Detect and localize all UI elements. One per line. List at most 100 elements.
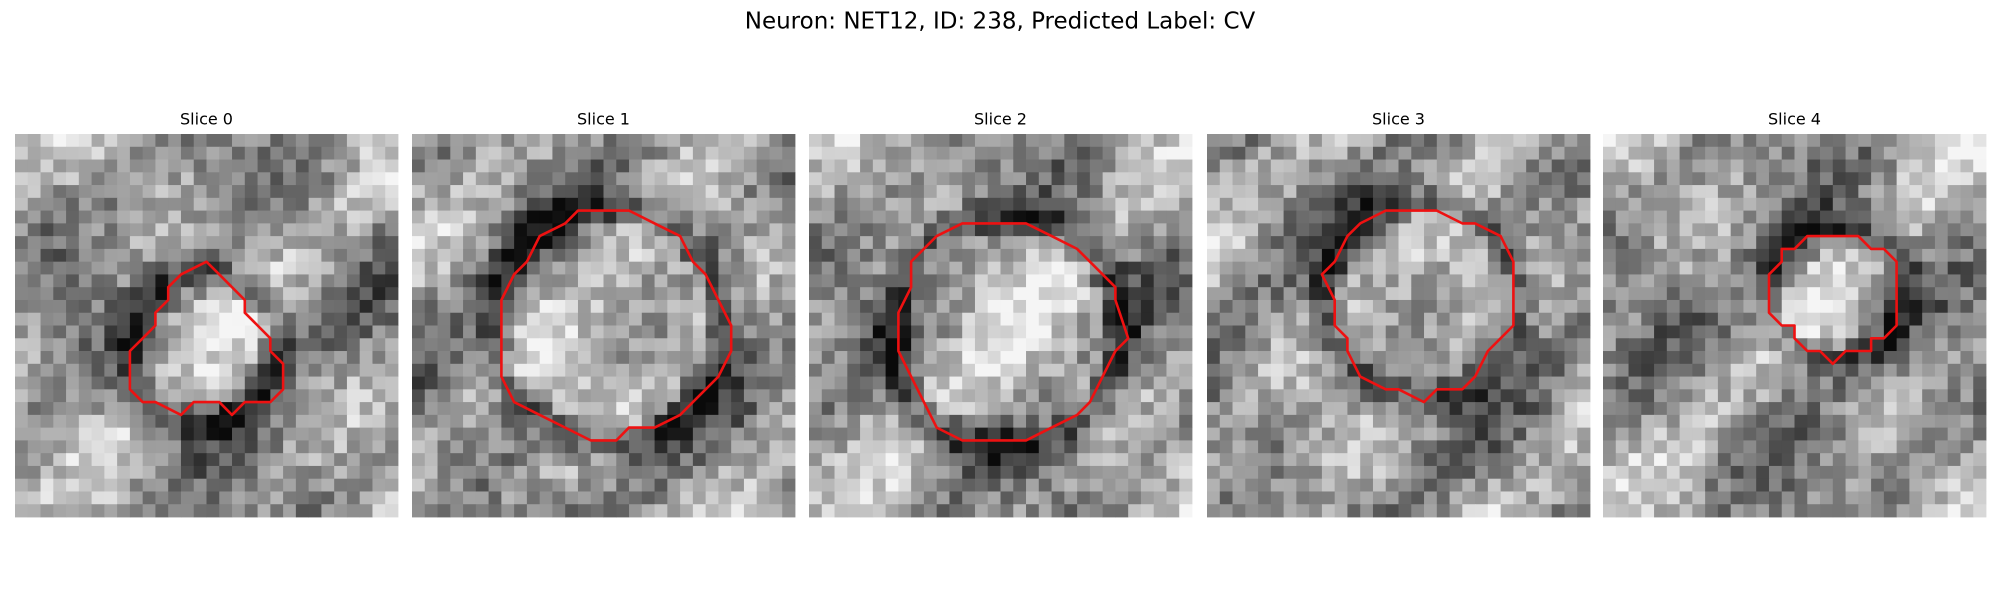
pixel <box>1615 465 1629 480</box>
pixel <box>66 223 80 237</box>
pixel <box>1385 402 1399 416</box>
pixel <box>1845 134 1859 148</box>
pixel <box>117 185 131 199</box>
pixel <box>1947 338 1961 352</box>
pixel <box>1538 453 1553 467</box>
pixel <box>847 134 861 148</box>
pixel <box>1960 504 1974 518</box>
pixel <box>860 134 874 148</box>
pixel <box>1934 453 1949 467</box>
pixel <box>1296 363 1310 377</box>
pixel <box>1385 185 1399 199</box>
pixel <box>1666 440 1680 454</box>
pixel <box>1232 287 1246 301</box>
pixel <box>680 197 694 211</box>
pixel <box>27 248 41 263</box>
pixel <box>1424 491 1438 505</box>
pixel <box>1896 159 1910 173</box>
pixel <box>1564 363 1578 377</box>
pixel <box>949 465 963 480</box>
pixel <box>1309 363 1323 377</box>
pixel <box>206 299 220 314</box>
pixel <box>782 146 796 160</box>
pixel <box>1922 248 1936 263</box>
pixel <box>1411 248 1425 263</box>
pixel <box>1321 134 1336 148</box>
pixel <box>834 402 848 416</box>
pixel <box>1372 159 1387 173</box>
pixel <box>1372 261 1387 275</box>
pixel <box>1973 299 1987 314</box>
pixel <box>743 440 758 454</box>
pixel <box>847 465 861 480</box>
pixel <box>1679 453 1693 467</box>
pixel <box>424 478 438 492</box>
pixel <box>359 453 373 467</box>
pixel <box>232 338 246 352</box>
pixel <box>1654 453 1668 467</box>
pixel <box>539 312 553 326</box>
pixel <box>1896 351 1910 365</box>
pixel <box>1089 299 1104 314</box>
pixel <box>1820 248 1834 263</box>
pixel <box>1013 376 1027 390</box>
pixel <box>1794 376 1808 390</box>
pixel <box>1372 427 1387 441</box>
pixel <box>1526 134 1540 148</box>
pixel <box>718 427 732 441</box>
pixel <box>1794 414 1808 429</box>
pixel <box>1115 223 1129 237</box>
pixel <box>1296 236 1310 250</box>
pixel <box>1153 325 1167 339</box>
pixel <box>1628 134 1642 148</box>
pixel <box>1513 197 1527 211</box>
pixel <box>1064 223 1078 237</box>
pixel <box>962 338 976 352</box>
pixel <box>603 351 617 365</box>
pixel <box>142 491 156 505</box>
pixel <box>180 427 195 441</box>
pixel <box>78 465 92 480</box>
pixel <box>987 185 1001 199</box>
pixel <box>1807 159 1821 173</box>
pixel <box>1679 210 1693 224</box>
pixel <box>1564 504 1578 518</box>
pixel <box>232 134 246 148</box>
pixel <box>1038 261 1052 275</box>
pixel <box>1871 376 1885 390</box>
pixel <box>15 159 29 173</box>
pixel <box>1947 504 1961 518</box>
pixel <box>1296 248 1310 263</box>
pixel <box>1166 402 1180 416</box>
pixel <box>1166 185 1180 199</box>
pixel <box>526 465 541 480</box>
pixel <box>1321 210 1336 224</box>
pixel <box>1820 491 1834 505</box>
pixel <box>629 351 643 365</box>
pixel <box>1564 287 1578 301</box>
pixel <box>53 274 67 288</box>
pixel <box>1934 172 1949 186</box>
pixel <box>1153 338 1167 352</box>
pixel <box>885 210 899 224</box>
pixel <box>359 146 373 160</box>
pixel <box>1883 287 1898 301</box>
pixel <box>1424 338 1438 352</box>
pixel <box>1102 248 1116 263</box>
pixel <box>654 351 668 365</box>
pixel <box>488 351 502 365</box>
pixel <box>346 376 361 390</box>
pixel <box>1973 376 1987 390</box>
pixel <box>1909 185 1923 199</box>
pixel <box>1807 465 1821 480</box>
pixel <box>1283 223 1297 237</box>
pixel <box>1296 197 1310 211</box>
pixel <box>206 248 220 263</box>
pixel <box>1487 210 1502 224</box>
pixel <box>1947 440 1961 454</box>
pixel <box>53 453 67 467</box>
pixel <box>15 299 29 314</box>
pixel <box>1102 223 1116 237</box>
pixel <box>1730 261 1744 275</box>
pixel <box>654 440 668 454</box>
